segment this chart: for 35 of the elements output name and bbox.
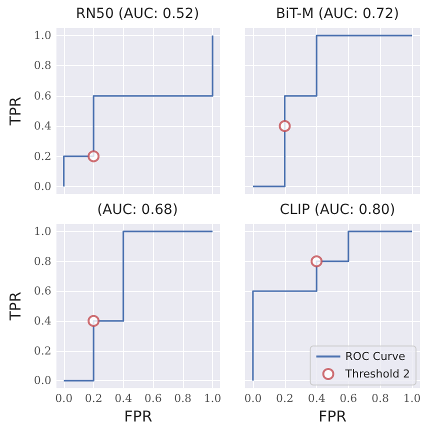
y-tick-label: 0.6: [34, 89, 52, 102]
x-tick-label: 0.2: [276, 392, 294, 406]
y-tick-label: 0.4: [34, 314, 52, 328]
y-tick-label: 0.4: [34, 120, 52, 133]
x-tick-label: 0.6: [144, 392, 162, 406]
legend-label: ROC Curve: [345, 350, 406, 363]
x-tick-label: 1.0: [403, 392, 421, 406]
x-tick-label: 1.0: [204, 392, 222, 406]
x-tick-label: 0.4: [308, 392, 326, 406]
chart-title: BiT-M (AUC: 0.72): [276, 6, 400, 22]
x-tick-label: 0.4: [114, 392, 132, 406]
legend-label: Threshold 2: [344, 368, 410, 380]
y-tick-label: 0.0: [34, 180, 52, 193]
chart-title: RN50 (AUC: 0.52): [76, 6, 200, 22]
x-axis-title: FPR: [124, 408, 152, 426]
x-tick-label: 0.8: [174, 392, 192, 406]
chart-title: (AUC: 0.68): [97, 202, 178, 218]
chart-title: CLIP (AUC: 0.80): [280, 202, 396, 218]
x-tick-label: 0.2: [84, 392, 102, 406]
y-tick-label: 0.2: [34, 344, 52, 358]
y-tick-label: 0.2: [34, 150, 52, 163]
y-tick-label: 0.8: [34, 254, 52, 268]
x-tick-label: 0.6: [340, 392, 358, 406]
x-tick-label: 0.8: [371, 392, 389, 406]
y-axis-title: TPR: [6, 96, 24, 126]
y-tick-label: 0.8: [34, 59, 52, 72]
x-tick-label: 0.0: [55, 392, 73, 406]
y-tick-label: 1.0: [34, 29, 52, 42]
x-tick-label: 0.0: [244, 392, 262, 406]
y-tick-label: 1.0: [34, 224, 52, 238]
line-series: [63, 34, 214, 188]
x-axis-title: FPR: [318, 408, 347, 426]
y-axis-title: TPR: [6, 292, 24, 322]
y-tick-label: 0.0: [34, 374, 52, 388]
y-tick-label: 0.6: [34, 284, 52, 298]
